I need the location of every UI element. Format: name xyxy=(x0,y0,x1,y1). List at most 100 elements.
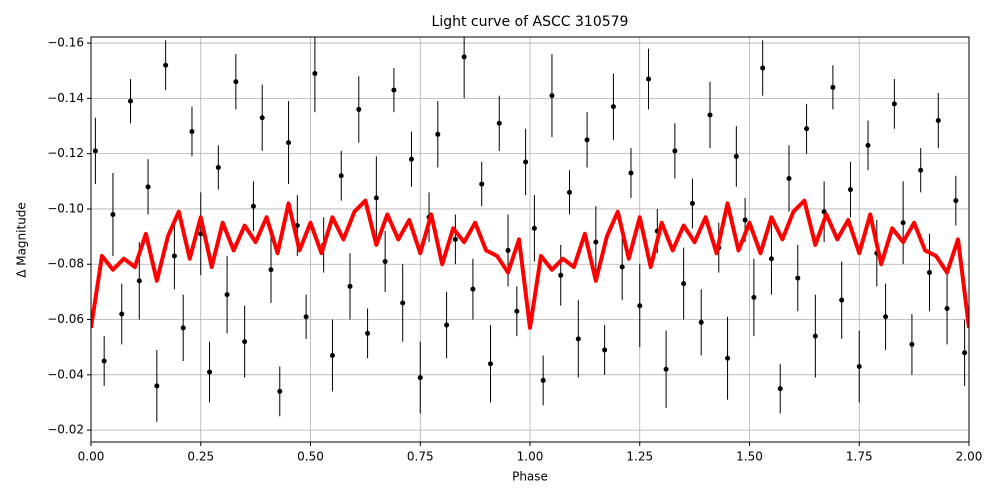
data-point xyxy=(198,231,204,237)
data-point xyxy=(119,311,125,317)
data-point xyxy=(303,314,309,320)
data-point xyxy=(768,256,774,262)
data-point xyxy=(663,366,669,372)
data-point xyxy=(391,87,397,93)
y-tick-label: −0.08 xyxy=(47,257,84,271)
data-point xyxy=(382,258,388,264)
data-point xyxy=(725,355,731,361)
data-point xyxy=(610,104,616,110)
data-point xyxy=(356,106,362,112)
data-point xyxy=(329,352,335,358)
data-point xyxy=(435,131,441,137)
data-point xyxy=(470,286,476,292)
data-point xyxy=(672,148,678,154)
y-tick-label: −0.02 xyxy=(47,423,84,437)
y-axis-label: Δ Magnitude xyxy=(15,202,29,278)
data-point xyxy=(286,140,292,146)
data-point xyxy=(417,375,423,381)
data-point xyxy=(751,294,757,300)
ticks: 0.00 0.25 0.50 0.75 1.00 1.25 1.50 1.75 2.00 −0.1… xyxy=(47,36,982,464)
data-point xyxy=(953,198,959,204)
x-tick-label: 1.25 xyxy=(626,450,653,464)
data-point xyxy=(338,173,344,179)
data-point xyxy=(92,148,98,154)
data-point xyxy=(268,267,274,273)
data-point xyxy=(154,383,160,389)
x-tick-label: 1.00 xyxy=(517,450,544,464)
data-point xyxy=(549,93,555,99)
data-point xyxy=(514,308,520,314)
y-tick-label: −0.16 xyxy=(47,36,84,50)
data-point xyxy=(567,189,573,195)
data-point xyxy=(584,137,590,143)
data-point xyxy=(786,176,792,182)
data-point xyxy=(523,159,529,165)
data-point xyxy=(812,333,818,339)
data-point xyxy=(628,170,634,176)
data-point xyxy=(347,283,353,289)
data-point xyxy=(259,115,265,121)
y-tick-label: −0.14 xyxy=(47,91,84,105)
data-point xyxy=(646,76,652,82)
plot-area xyxy=(91,37,969,422)
data-point xyxy=(461,54,467,60)
data-point xyxy=(128,98,134,104)
data-point xyxy=(733,153,739,159)
x-tick-label: 0.50 xyxy=(297,450,324,464)
data-point xyxy=(681,281,687,287)
data-point xyxy=(962,350,968,356)
y-tick-label: −0.12 xyxy=(47,146,84,160)
data-point xyxy=(760,65,766,71)
data-point xyxy=(242,339,248,345)
data-point xyxy=(444,322,450,328)
data-point xyxy=(830,84,836,90)
data-point xyxy=(373,195,379,201)
data-point xyxy=(110,211,116,217)
data-point xyxy=(496,120,502,126)
x-tick-label: 1.75 xyxy=(846,450,873,464)
data-point xyxy=(742,217,748,223)
data-point xyxy=(856,364,862,370)
data-point xyxy=(312,70,318,76)
data-point xyxy=(180,325,186,331)
data-point xyxy=(365,330,371,336)
data-point xyxy=(171,253,177,259)
data-point xyxy=(804,126,810,132)
data-point xyxy=(294,223,300,229)
data-point xyxy=(926,270,932,276)
y-tick-label: −0.06 xyxy=(47,312,84,326)
x-tick-label: 2.00 xyxy=(956,450,983,464)
data-point xyxy=(865,142,871,148)
data-point xyxy=(619,264,625,270)
data-point xyxy=(593,239,599,245)
data-point xyxy=(839,297,845,303)
data-point xyxy=(918,167,924,173)
data-point xyxy=(900,220,906,226)
data-point xyxy=(250,203,256,209)
x-tick-label: 1.50 xyxy=(736,450,763,464)
data-point xyxy=(935,117,941,123)
data-point xyxy=(277,388,283,394)
data-point xyxy=(847,187,853,193)
chart-title: Light curve of ASCC 310579 xyxy=(432,14,629,30)
data-point xyxy=(944,305,950,311)
data-point xyxy=(163,62,169,68)
data-point xyxy=(540,377,546,383)
data-point xyxy=(400,300,406,306)
data-point xyxy=(505,247,511,253)
x-tick-label: 0.00 xyxy=(78,450,105,464)
data-point xyxy=(689,200,695,206)
data-point xyxy=(136,278,142,284)
data-point xyxy=(408,156,414,162)
data-point xyxy=(883,314,889,320)
data-point xyxy=(101,358,107,364)
data-point xyxy=(707,112,713,118)
data-point xyxy=(207,369,213,375)
data-point xyxy=(891,101,897,107)
data-point xyxy=(637,303,643,309)
data-point xyxy=(452,236,458,242)
x-axis-label: Phase xyxy=(512,470,548,484)
data-point xyxy=(698,319,704,325)
data-point xyxy=(224,292,230,298)
